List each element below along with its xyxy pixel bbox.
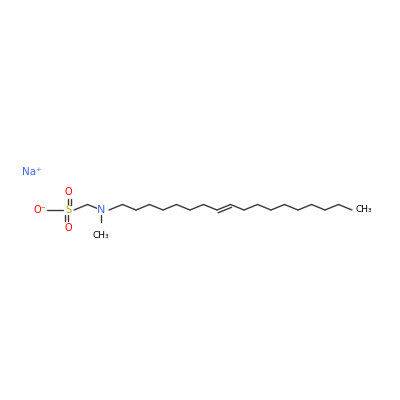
Text: O: O xyxy=(64,223,72,233)
Text: N: N xyxy=(97,205,105,215)
Text: Na⁺: Na⁺ xyxy=(22,167,42,177)
Text: O⁻: O⁻ xyxy=(34,205,46,215)
Text: O: O xyxy=(64,187,72,197)
Text: S: S xyxy=(65,205,71,215)
Text: CH₃: CH₃ xyxy=(93,231,109,240)
Text: CH₃: CH₃ xyxy=(356,206,373,214)
